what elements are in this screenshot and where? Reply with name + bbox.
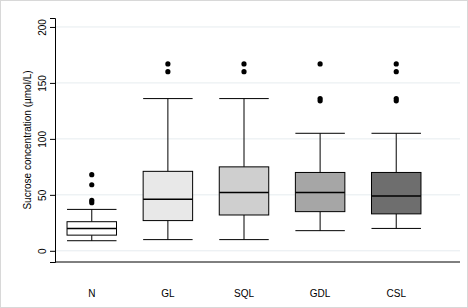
y-tick-mark — [50, 27, 55, 28]
lower-whisker — [244, 215, 245, 240]
y-tick-label: 0 — [37, 248, 48, 254]
upper-whisker — [244, 99, 245, 167]
outlier — [89, 182, 94, 187]
y-tick: 200 — [37, 19, 55, 36]
lower-cap — [371, 228, 420, 229]
upper-cap — [371, 133, 420, 134]
x-axis: N GL SQL GDL CSL — [55, 262, 460, 299]
box — [67, 222, 116, 235]
outlier — [241, 69, 246, 74]
box-group — [67, 172, 116, 241]
x-tick: GL — [161, 262, 175, 299]
boxes — [67, 61, 421, 240]
y-tick: 100 — [37, 131, 55, 148]
chart: 0 50 100 150 200 N GL SQL GDL CSL Sucrose concentr… — [0, 0, 468, 308]
outlier — [394, 98, 399, 103]
y-tick-label: 100 — [37, 131, 48, 148]
outlier — [89, 172, 94, 177]
x-axis-line — [55, 262, 460, 263]
lower-whisker — [91, 235, 92, 241]
lower-cap — [143, 239, 192, 240]
outlier — [318, 61, 323, 66]
median — [143, 199, 192, 201]
outlier — [394, 61, 399, 66]
box-group — [371, 61, 420, 228]
upper-cap — [295, 133, 344, 134]
grid-line — [55, 82, 460, 83]
median — [371, 195, 420, 197]
upper-cap — [219, 98, 268, 99]
y-tick: 150 — [37, 75, 55, 92]
lower-whisker — [396, 214, 397, 229]
lower-cap — [67, 240, 116, 241]
x-tick-label: GL — [161, 288, 175, 299]
upper-cap — [67, 209, 116, 210]
grid — [55, 27, 460, 251]
y-tick: 50 — [37, 189, 55, 201]
y-tick-mark — [50, 139, 55, 140]
median — [67, 228, 116, 230]
median — [219, 192, 268, 194]
upper-whisker — [396, 133, 397, 172]
box — [219, 167, 268, 215]
x-tick-label: SQL — [234, 288, 254, 299]
x-tick-label: CSL — [387, 288, 407, 299]
y-tick-mark — [50, 251, 55, 252]
box-group — [295, 61, 344, 230]
box — [371, 172, 420, 213]
upper-whisker — [91, 209, 92, 221]
y-tick-label: 200 — [37, 19, 48, 36]
outlier — [318, 98, 323, 103]
outlier — [89, 200, 94, 205]
y-tick: 0 — [37, 248, 55, 254]
y-axis-line — [50, 19, 56, 263]
grid-line — [55, 250, 460, 251]
y-tick-mark — [50, 195, 55, 196]
background — [1, 1, 468, 308]
grid-line — [55, 26, 460, 27]
outlier — [394, 69, 399, 74]
x-tick-label: N — [88, 288, 95, 299]
outlier — [165, 69, 170, 74]
box-group — [219, 61, 268, 239]
x-tick: GDL — [310, 262, 331, 299]
upper-whisker — [320, 133, 321, 172]
grid-line — [55, 138, 460, 139]
x-tick: CSL — [387, 262, 407, 299]
x-tick: SQL — [234, 262, 254, 299]
lower-cap — [295, 230, 344, 231]
upper-cap — [143, 98, 192, 99]
lower-whisker — [167, 221, 168, 240]
x-tick-label: GDL — [310, 288, 331, 299]
lower-whisker — [320, 212, 321, 231]
outlier — [165, 61, 170, 66]
outlier — [241, 61, 246, 66]
box — [295, 172, 344, 211]
y-axis-title: Sucrose concentration (µmol/L) — [22, 70, 33, 209]
median — [295, 192, 344, 194]
y-tick-mark — [50, 83, 55, 84]
upper-whisker — [167, 99, 168, 172]
x-tick: N — [88, 262, 95, 299]
y-tick-label: 50 — [37, 189, 48, 201]
box-group — [143, 61, 192, 239]
box — [143, 171, 192, 220]
y-tick-label: 150 — [37, 75, 48, 92]
lower-cap — [219, 239, 268, 240]
y-axis: 0 50 100 150 200 — [37, 19, 56, 263]
